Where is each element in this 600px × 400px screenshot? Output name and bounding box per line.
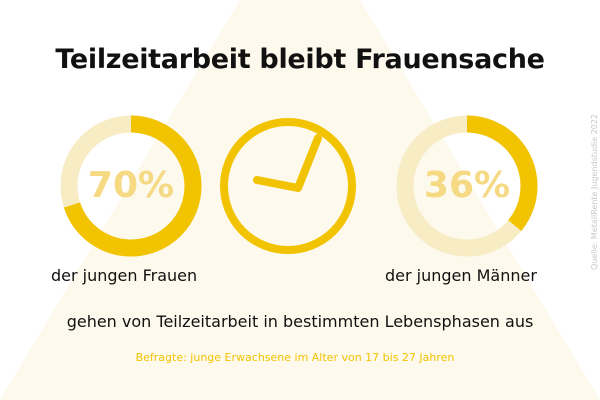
men-ring-value [396, 115, 538, 257]
clock-hands [253, 134, 322, 192]
women-percent-label: 70% [87, 165, 175, 206]
women-ring-value [60, 115, 202, 257]
clock-icon [220, 118, 356, 254]
men-percent-label: 36% [423, 165, 511, 206]
source-note: Quelle: MetallRente Jugendstudie 2022 [590, 113, 599, 270]
statement-text: gehen von Teilzeitarbeit in bestimmten L… [66, 312, 534, 331]
page-title: Teilzeitarbeit bleibt Frauensache [55, 44, 545, 75]
men-caption: der jungen Männer [385, 266, 537, 285]
women-caption: der jungen Frauen [51, 266, 198, 285]
respondents-note: Befragte: junge Erwachsene im Alter von … [135, 351, 455, 364]
